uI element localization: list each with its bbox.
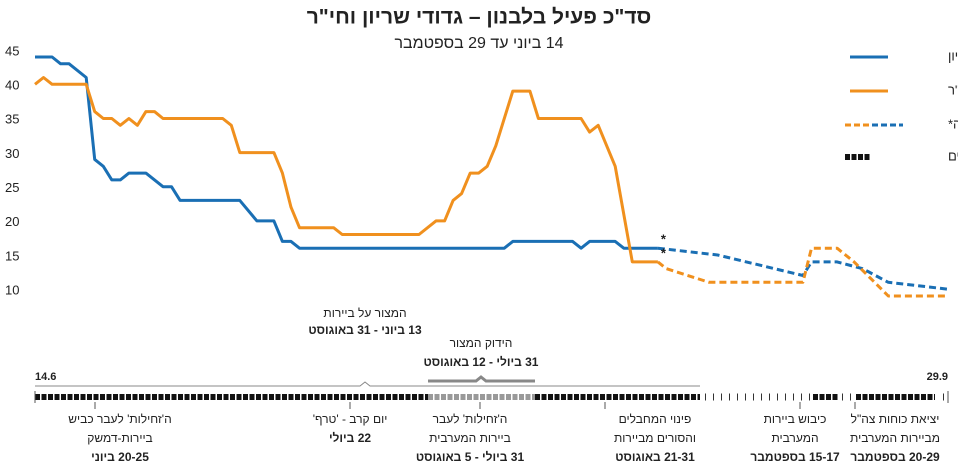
event-label: מביירות המערבית (850, 431, 940, 445)
estimate-line (656, 246, 948, 298)
legend-label: גדודי חי"ר (948, 82, 958, 97)
event-dates: 31 ביולי - 5 באוגוסט (416, 450, 525, 464)
event-label: יציאת כוחות צה"ל (851, 412, 940, 426)
y-tick-label: 15 (5, 248, 19, 263)
x-tick-label: 14.6 (35, 371, 56, 383)
series-line (34, 76, 658, 264)
y-tick-label: 45 (5, 43, 19, 58)
event-label: המערבית (771, 431, 818, 445)
event-label: ביירות המערבית (429, 431, 511, 445)
series-line (35, 55, 658, 250)
event-label: ה'זחילות' לעבר כביש (68, 412, 171, 426)
legend-label: ימים (948, 148, 958, 163)
event-dates: 20-25 ביוני (91, 450, 149, 464)
y-tick-label: 30 (5, 146, 19, 161)
range-dates: 13 ביוני - 31 באוגוסט (308, 323, 422, 337)
y-tick-label: 40 (5, 78, 19, 93)
x-tick-label: 29.9 (927, 371, 948, 383)
event-label: ביירות-דמשק (87, 431, 152, 445)
event-label: והסורים מביירות (614, 431, 696, 445)
event-dates: 15-17 בספטמבר (750, 450, 840, 464)
y-tick-label: 35 (5, 112, 19, 127)
event-label: פינוי המחבלים (619, 412, 692, 426)
chart-title: סד"כ פעיל בלבנון – גדודי שריון וחי"ר (307, 6, 652, 29)
event-label: ה'זחילות' לעבר (433, 412, 508, 426)
event-label: יום קרב - 'טרף' (313, 412, 388, 426)
estimate-line (657, 246, 949, 291)
event-dates: 20-29 בספטמבר (850, 450, 940, 464)
range-title: הידוק המצור (450, 336, 513, 350)
event-dates: 21-31 באוגוסט (615, 450, 695, 464)
day-timeline (35, 375, 944, 401)
event-dates: 22 ביולי (329, 431, 371, 445)
chart-subtitle: 14 ביוני עד 29 בספטמבר (394, 35, 563, 52)
legend-label: הערכה* (948, 116, 958, 131)
range-title: המצור על ביירות (323, 306, 406, 320)
range-dates: 31 ביולי - 12 באוגוסט (424, 355, 539, 369)
y-tick-label: 10 (5, 282, 19, 297)
estimate-marker: * (661, 245, 667, 260)
estimate-marker: * (661, 232, 667, 247)
event-label: כיבוש ביירות (764, 412, 827, 426)
legend-label: גדודי שריון (948, 48, 958, 63)
y-tick-label: 20 (5, 214, 19, 229)
y-tick-label: 25 (5, 180, 19, 195)
